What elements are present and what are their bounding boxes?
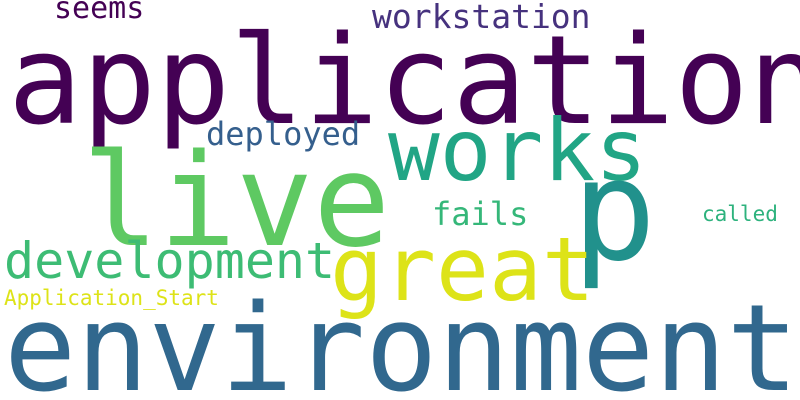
word-application-start: Application_Start — [4, 288, 219, 309]
word-deployed: deployed — [206, 118, 360, 150]
word-development: development — [4, 236, 335, 286]
word-seems: seems — [54, 0, 144, 24]
word-called: called — [702, 204, 778, 225]
word-workstation: workstation — [372, 0, 591, 33]
word-fails: fails — [432, 198, 528, 230]
word-great: great — [330, 226, 595, 314]
